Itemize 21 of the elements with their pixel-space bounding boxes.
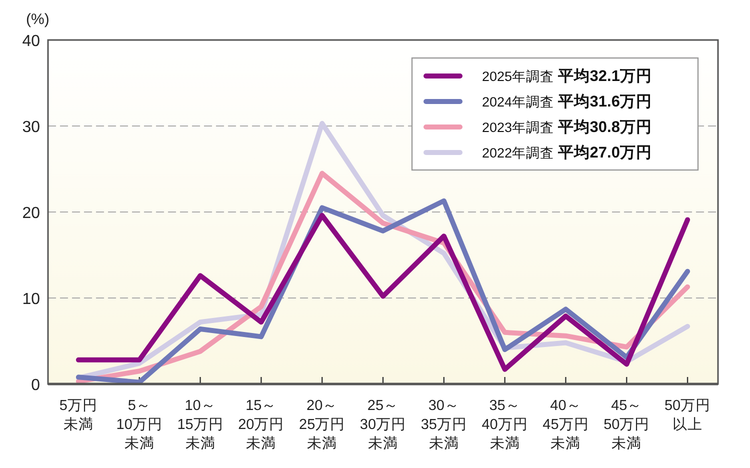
y-tick-label: 0	[31, 377, 40, 394]
x-tick-label: 10～15万円未満	[177, 398, 224, 452]
y-tick-label: 40	[22, 33, 40, 50]
x-tick-label: 5～10万円未満	[116, 398, 162, 452]
x-tick-label: 45～50万円未満	[604, 398, 650, 452]
legend-label: 2023年調査 平均30.8万円	[482, 118, 652, 136]
y-tick-label: 20	[22, 205, 40, 222]
y-tick-label: 30	[22, 119, 40, 136]
x-tick-label: 25～30万円未満	[360, 398, 406, 452]
x-tick-label: 15～20万円未満	[238, 398, 284, 452]
x-tick-label: 50万円以上	[664, 398, 711, 433]
x-tick-label: 20～25万円未満	[299, 398, 346, 452]
legend-label: 2022年調査 平均27.0万円	[482, 144, 652, 162]
legend-label: 2024年調査 平均31.6万円	[482, 92, 652, 110]
x-tick-label: 40～45万円未満	[542, 398, 589, 452]
y-tick-label: 10	[22, 291, 40, 308]
x-tick-label: 35～40万円未満	[482, 398, 528, 452]
y-axis-title: (%)	[26, 11, 50, 28]
x-tick-label: 5万円未満	[59, 398, 98, 433]
x-tick-label: 30～35万円未満	[420, 398, 467, 452]
legend-label: 2025年調査 平均32.1万円	[482, 67, 652, 85]
